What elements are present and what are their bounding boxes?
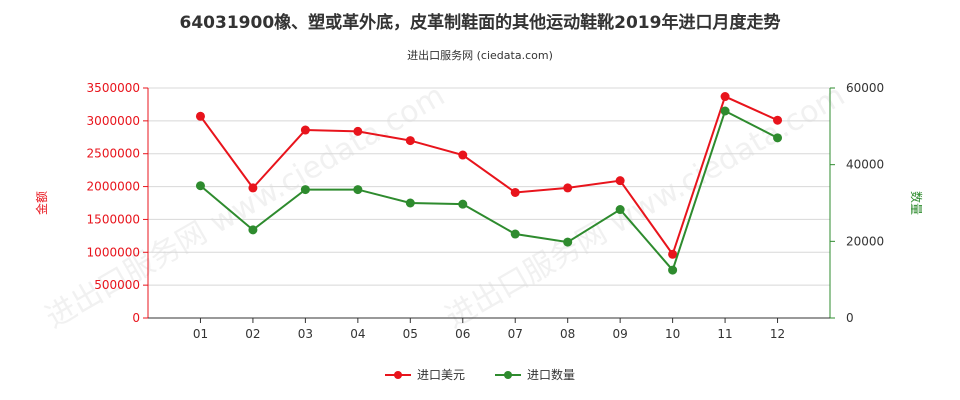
- left-tick-label-0: 0: [132, 311, 140, 325]
- data-point-amount-06: [458, 150, 468, 160]
- left-tick-label-2: 1000000: [87, 245, 140, 259]
- data-point-quantity-06: [458, 199, 468, 209]
- series-line-quantity: [199, 109, 778, 273]
- data-point-quantity-02: [248, 225, 258, 235]
- legend-swatch-quantity: [495, 369, 521, 381]
- x-tick-label-11: 11: [717, 327, 732, 341]
- left-tick-label-5: 2500000: [87, 147, 140, 161]
- right-tick-label-0: 0: [846, 311, 854, 325]
- x-tick-label-12: 12: [770, 327, 785, 341]
- data-point-quantity-01: [195, 181, 205, 191]
- left-tick-label-1: 500000: [94, 278, 140, 292]
- data-point-quantity-08: [563, 237, 573, 247]
- data-point-quantity-07: [510, 229, 520, 239]
- data-point-quantity-03: [300, 185, 310, 195]
- legend: 进口美元 进口数量: [0, 366, 960, 383]
- left-tick-label-4: 2000000: [87, 180, 140, 194]
- data-point-quantity-09: [615, 205, 625, 215]
- left-tick-label-6: 3000000: [87, 114, 140, 128]
- left-tick-label-7: 3500000: [87, 81, 140, 95]
- right-tick-label-1: 20000: [846, 234, 884, 248]
- data-point-amount-02: [248, 183, 258, 193]
- left-tick-label-3: 1500000: [87, 212, 140, 226]
- y-left-axis-label: 金额: [34, 191, 49, 215]
- data-point-quantity-05: [405, 198, 415, 208]
- legend-label-amount: 进口美元: [416, 368, 465, 382]
- x-tick-label-06: 06: [455, 327, 470, 341]
- x-tick-label-01: 01: [193, 327, 208, 341]
- right-tick-label-2: 40000: [846, 158, 884, 172]
- data-point-quantity-04: [353, 185, 363, 195]
- x-tick-label-04: 04: [350, 327, 365, 341]
- data-point-amount-05: [405, 136, 415, 146]
- legend-label-quantity: 进口数量: [527, 368, 576, 382]
- right-tick-label-3: 60000: [846, 81, 884, 95]
- chart-title: 64031900橡、塑或革外底，皮革制鞋面的其他运动鞋靴2019年进口月度走势: [179, 13, 781, 33]
- chart-subtitle: 进出口服务网 (ciedata.com): [407, 49, 553, 62]
- x-tick-label-07: 07: [508, 327, 523, 341]
- x-tick-label-05: 05: [403, 327, 418, 341]
- series-line-amount: [199, 95, 778, 257]
- data-point-amount-01: [195, 111, 205, 121]
- y-right-axis-label: 数量: [909, 191, 924, 215]
- x-tick-label-10: 10: [665, 327, 680, 341]
- legend-item-amount[interactable]: 进口美元: [384, 366, 465, 383]
- data-point-amount-03: [300, 125, 310, 135]
- data-point-amount-10: [668, 249, 678, 259]
- data-point-amount-08: [563, 183, 573, 193]
- x-tick-label-03: 03: [298, 327, 313, 341]
- data-point-quantity-12: [773, 133, 783, 143]
- data-point-amount-09: [615, 176, 625, 186]
- data-point-amount-07: [510, 187, 520, 197]
- data-point-quantity-11: [720, 106, 730, 116]
- x-tick-label-02: 02: [245, 327, 260, 341]
- legend-item-quantity[interactable]: 进口数量: [495, 366, 575, 383]
- x-tick-label-08: 08: [560, 327, 575, 341]
- legend-swatch-amount: [384, 369, 411, 381]
- data-point-amount-12: [773, 115, 783, 125]
- data-point-amount-04: [353, 126, 363, 136]
- x-tick-label-09: 09: [613, 327, 628, 341]
- data-point-quantity-10: [668, 265, 678, 275]
- watermark-text-2: 进出口服务网 www.ciedata.com: [440, 78, 851, 336]
- data-point-amount-11: [720, 92, 730, 102]
